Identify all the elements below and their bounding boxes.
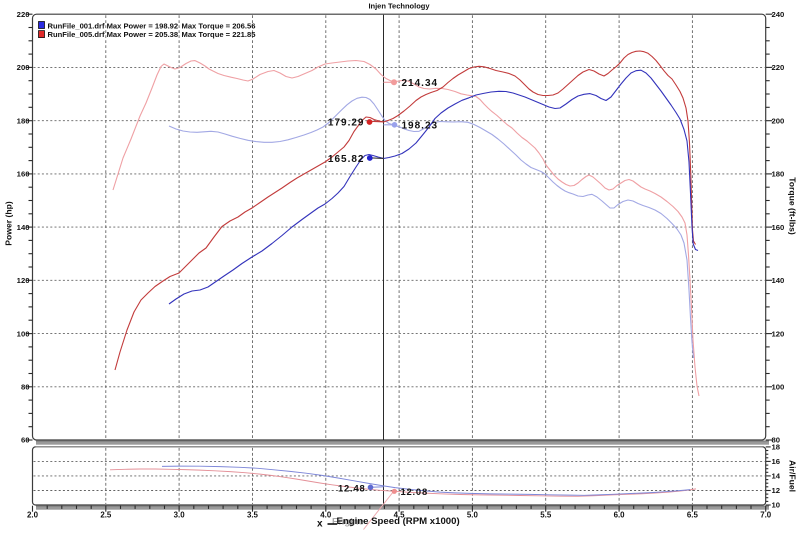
svg-text:3.5: 3.5 [247, 510, 259, 519]
svg-text:Air/Fuel: Air/Fuel [788, 460, 798, 492]
svg-text:5.0: 5.0 [467, 510, 479, 519]
svg-text:Max Torque = 221.85: Max Torque = 221.85 [182, 30, 257, 39]
svg-text:RunFile_005.drf Max Power = 20: RunFile_005.drf Max Power = 205.38 [48, 30, 179, 39]
svg-text:2.5: 2.5 [100, 510, 112, 519]
svg-text:100: 100 [772, 382, 785, 391]
svg-text:180: 180 [17, 116, 30, 125]
svg-text:12.08: 12.08 [401, 486, 428, 497]
svg-text:18: 18 [772, 443, 781, 452]
svg-text:4.5: 4.5 [394, 510, 406, 519]
svg-text:4.0: 4.0 [320, 510, 332, 519]
svg-text:80: 80 [21, 382, 30, 391]
svg-text:220: 220 [17, 10, 30, 19]
svg-text:7.0: 7.0 [760, 510, 772, 519]
svg-text:6.0: 6.0 [614, 510, 626, 519]
svg-text:140: 140 [17, 223, 30, 232]
svg-text:14: 14 [772, 472, 781, 481]
svg-text:Torque (ft-lbs): Torque (ft-lbs) [788, 177, 798, 235]
svg-text:3.0: 3.0 [174, 510, 186, 519]
svg-text:214.34: 214.34 [402, 78, 439, 89]
svg-text:240: 240 [772, 10, 785, 19]
svg-text:198.23: 198.23 [402, 120, 439, 131]
svg-text:Injen Technology: Injen Technology [368, 2, 430, 11]
svg-text:2.0: 2.0 [27, 510, 39, 519]
svg-text:12.48: 12.48 [338, 482, 365, 493]
svg-text:179.29: 179.29 [328, 118, 365, 129]
svg-text:Power (hp): Power (hp) [4, 201, 14, 246]
svg-text:12: 12 [772, 486, 781, 495]
svg-text:120: 120 [772, 329, 785, 338]
svg-text:80: 80 [772, 436, 781, 445]
svg-text:160: 160 [772, 223, 785, 232]
svg-text:x: x [317, 519, 323, 530]
svg-text:Engjne: Engjne [332, 517, 364, 528]
svg-text:5.5: 5.5 [540, 510, 552, 519]
svg-text:10: 10 [772, 501, 781, 510]
svg-text:60: 60 [21, 436, 30, 445]
svg-text:6.5: 6.5 [687, 510, 699, 519]
svg-text:160: 160 [17, 170, 30, 179]
svg-text:200: 200 [772, 116, 785, 125]
svg-text:Max Torque = 206.56: Max Torque = 206.56 [182, 21, 256, 30]
svg-text:16: 16 [772, 457, 781, 466]
svg-text:200: 200 [17, 63, 30, 72]
svg-text:100: 100 [17, 329, 30, 338]
svg-text:140: 140 [772, 276, 785, 285]
svg-text:220: 220 [772, 63, 785, 72]
svg-text:165.82: 165.82 [328, 154, 365, 165]
svg-text:Engine Speed (RPM x1000): Engine Speed (RPM x1000) [337, 516, 460, 527]
svg-text:180: 180 [772, 170, 785, 179]
svg-text:RunFile_001.drf Max Power = 19: RunFile_001.drf Max Power = 198.92 [48, 21, 179, 30]
svg-text:120: 120 [17, 276, 30, 285]
